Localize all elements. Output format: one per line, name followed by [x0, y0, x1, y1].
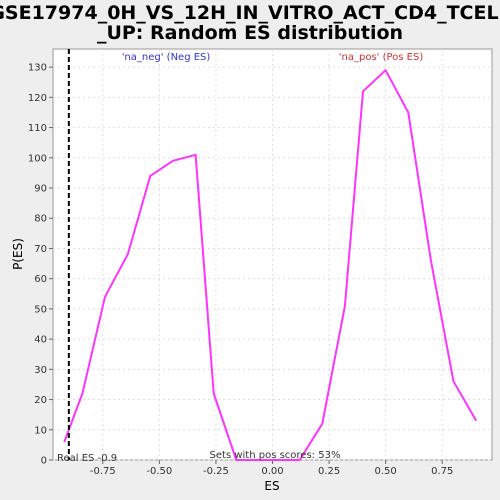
x-tick-label: -0.50	[146, 466, 172, 477]
es-distribution-line	[63, 69, 478, 461]
y-tick-label: 110	[28, 123, 47, 134]
y-tick-label: 130	[28, 63, 47, 74]
real-es-label: Real ES -0.9	[57, 453, 117, 464]
pos-scores-label: Sets with pos scores: 53%	[210, 450, 341, 461]
x-axis-label: ES	[264, 479, 279, 493]
x-axis-ticks: -0.75 -0.50 -0.25 0.00 0.25 0.50 0.75	[90, 460, 453, 477]
legend-neg-es: 'na_neg' (Neg ES)	[122, 52, 211, 63]
y-tick-label: 60	[34, 274, 47, 285]
y-tick-label: 0	[41, 456, 47, 467]
y-tick-label: 20	[34, 395, 47, 406]
x-tick-label: 0.25	[318, 466, 340, 477]
y-tick-label: 10	[34, 425, 47, 436]
y-axis-label: P(ES)	[11, 238, 25, 270]
y-tick-label: 90	[34, 184, 47, 195]
chart-title-line-2: _UP: Random ES distribution	[97, 22, 403, 44]
y-axis-ticks: 0 10 20 30 40 50 60 70 80 90 100 110 120 130	[28, 63, 53, 467]
chart-title-line-1: GSE17974_0H_VS_12H_IN_VITRO_ACT_CD4_TCEL…	[0, 2, 500, 24]
x-tick-label: -0.25	[203, 466, 229, 477]
x-tick-label: 0.75	[431, 466, 453, 477]
y-tick-label: 50	[34, 304, 47, 315]
x-tick-label: 0.50	[375, 466, 397, 477]
x-tick-label: -0.75	[90, 466, 116, 477]
legend-pos-es: 'na_pos' (Pos ES)	[339, 52, 424, 63]
grid-lines	[53, 49, 492, 461]
y-tick-label: 40	[34, 335, 47, 346]
y-tick-label: 80	[34, 214, 47, 225]
y-tick-label: 70	[34, 244, 47, 255]
y-tick-label: 120	[28, 93, 47, 104]
y-tick-label: 30	[34, 365, 47, 376]
y-tick-label: 100	[28, 153, 47, 164]
x-tick-label: 0.00	[261, 466, 283, 477]
series-layer	[63, 69, 478, 461]
